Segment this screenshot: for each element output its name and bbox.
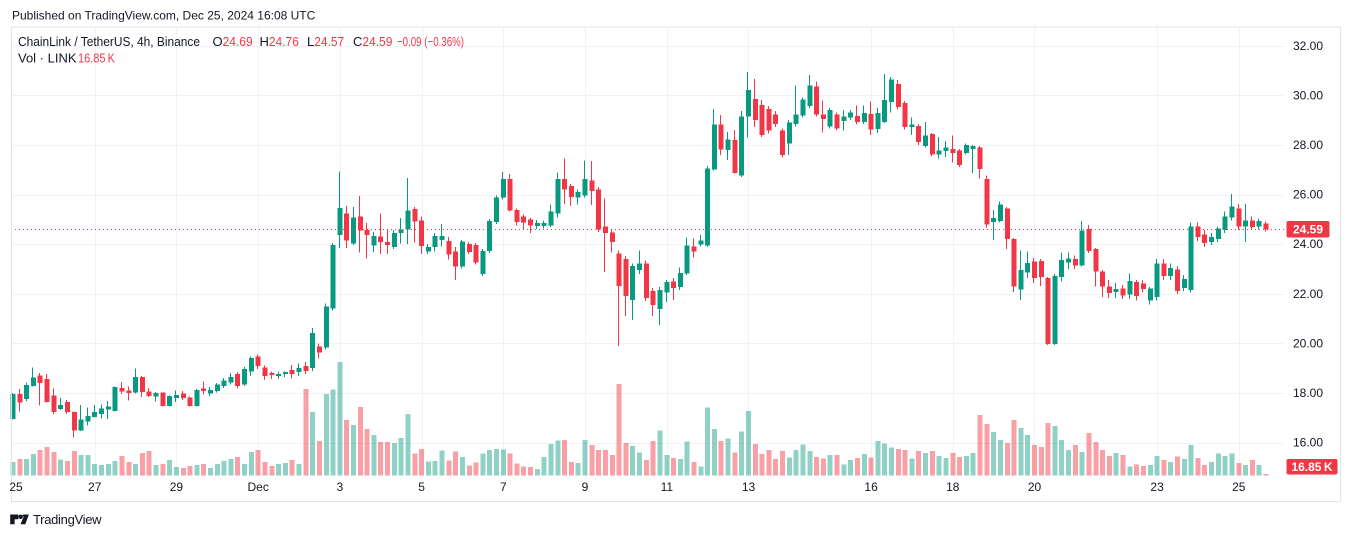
svg-text:L24.57: L24.57: [307, 34, 344, 49]
svg-text:O24.69: O24.69: [213, 34, 253, 49]
svg-text:Vol · LINK: Vol · LINK: [18, 51, 77, 66]
svg-text:16.00: 16.00: [1293, 436, 1323, 450]
svg-text:16: 16: [864, 480, 878, 494]
svg-text:30.00: 30.00: [1293, 88, 1323, 102]
svg-text:16.85 K: 16.85 K: [78, 51, 115, 66]
svg-text:TradingView: TradingView: [33, 512, 102, 527]
svg-text:32.00: 32.00: [1293, 39, 1323, 53]
svg-text:18: 18: [946, 480, 960, 494]
svg-text:3: 3: [337, 480, 344, 494]
svg-text:H24.76: H24.76: [260, 34, 299, 49]
svg-text:27: 27: [88, 480, 102, 494]
svg-text:13: 13: [742, 480, 756, 494]
svg-text:−0.09 (−0.36%): −0.09 (−0.36%): [397, 34, 464, 49]
svg-text:9: 9: [582, 480, 589, 494]
svg-text:24.00: 24.00: [1293, 237, 1323, 251]
svg-text:Dec: Dec: [248, 480, 269, 494]
svg-text:11: 11: [661, 480, 674, 494]
svg-text:16.85 K: 16.85 K: [1291, 460, 1332, 474]
svg-text:20: 20: [1028, 480, 1042, 494]
svg-text:ChainLink / TetherUS, 4h, Bina: ChainLink / TetherUS, 4h, Binance: [18, 34, 200, 49]
svg-text:Published on TradingView.com,: Published on TradingView.com, Dec 25, 20…: [12, 9, 316, 23]
svg-text:23: 23: [1150, 480, 1164, 494]
svg-text:5: 5: [418, 480, 425, 494]
svg-text:7: 7: [500, 480, 507, 494]
svg-text:20.00: 20.00: [1293, 336, 1323, 350]
svg-text:28.00: 28.00: [1293, 138, 1323, 152]
svg-text:18.00: 18.00: [1293, 386, 1323, 400]
svg-text:29: 29: [170, 480, 184, 494]
svg-text:25: 25: [9, 480, 23, 494]
svg-text:26.00: 26.00: [1293, 188, 1323, 202]
svg-text:22.00: 22.00: [1293, 287, 1323, 301]
svg-text:C24.59: C24.59: [353, 34, 392, 49]
svg-text:25: 25: [1232, 480, 1246, 494]
svg-text:24.59: 24.59: [1293, 223, 1323, 237]
